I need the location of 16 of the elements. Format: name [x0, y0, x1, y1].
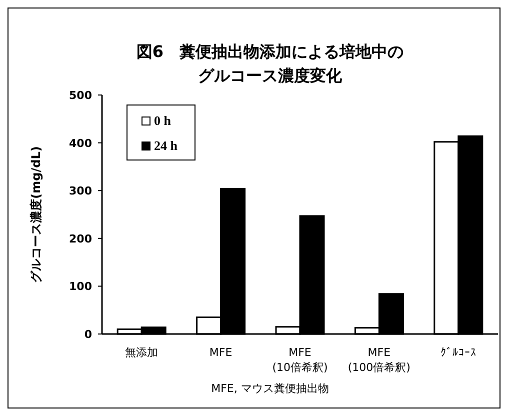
y-tick-label: 500	[69, 89, 92, 102]
y-tick-label: 0	[84, 328, 92, 341]
y-tick-label: 100	[69, 280, 92, 294]
legend-label: 0 h	[154, 113, 172, 128]
x-tick-label: MFE	[209, 346, 232, 359]
x-tick-label: MFE (100倍希釈)	[348, 346, 410, 374]
x-axis-title: MFE, マウス糞便抽出物	[211, 382, 329, 395]
legend-label: 24 h	[154, 138, 178, 153]
chart-title: 図6 糞便抽出物添加による培地中のグルコース濃度変化	[135, 41, 405, 87]
y-axis-title: グルコース濃度(mg/dL)	[29, 146, 43, 283]
y-tick-label: 200	[69, 232, 92, 246]
x-tick-label: 無添加	[125, 346, 158, 359]
x-tick-label: MFE (10倍希釈)	[272, 346, 328, 374]
x-tick-label: ｸﾞﾙｺｰｽ	[440, 346, 476, 359]
y-tick-label: 300	[69, 184, 92, 198]
y-tick-label: 400	[69, 136, 92, 150]
